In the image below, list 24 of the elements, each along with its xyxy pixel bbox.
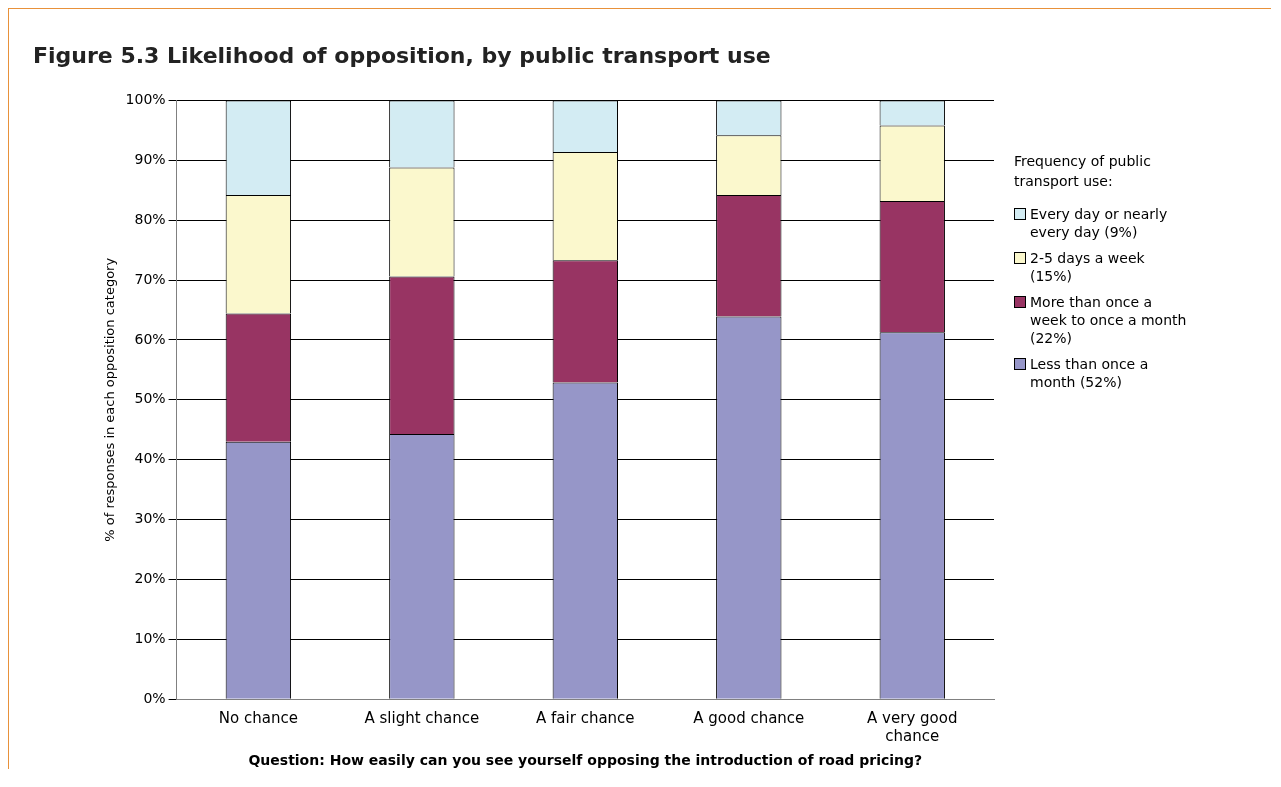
x-tick-label: A slight chance (364, 709, 480, 728)
y-tick-label: 90% (134, 150, 166, 167)
y-tick-label: 80% (134, 210, 166, 227)
y-tick-label: 30% (134, 510, 166, 527)
legend-label: Every day or nearly every day (9%) (1030, 205, 1169, 241)
y-tick-label: 100% (125, 91, 166, 108)
y-tick-label: 70% (134, 270, 166, 287)
y-axis-title: % of responses in each opposition category (102, 257, 118, 542)
y-tick-label: 40% (134, 450, 166, 467)
y-tick-label: 50% (134, 390, 166, 407)
legend-label: More than once a week to once a month (22%) (1030, 293, 1188, 347)
legend-label: 2-5 days a week (15%) (1030, 249, 1146, 285)
x-tick-label: No chance (218, 709, 298, 728)
legend-title: Frequency of public transport use: (1014, 152, 1152, 191)
chart-title: Figure 5.3 Likelihood of opposition, by public transport use (33, 43, 771, 68)
x-tick-label: A good chance (693, 709, 805, 728)
x-tick-label: A very good chance (867, 709, 958, 746)
y-tick-label: 0% (143, 689, 166, 706)
y-tick-label: 60% (134, 330, 166, 347)
x-axis-title: Question: How easily can you see yourself opposing the introduction of road pricing? (248, 752, 923, 769)
x-tick-label: A fair chance (536, 709, 635, 728)
y-tick-label: 10% (134, 629, 166, 646)
legend-label: Less than once a month (52%) (1030, 355, 1150, 391)
y-tick-label: 20% (134, 570, 166, 587)
